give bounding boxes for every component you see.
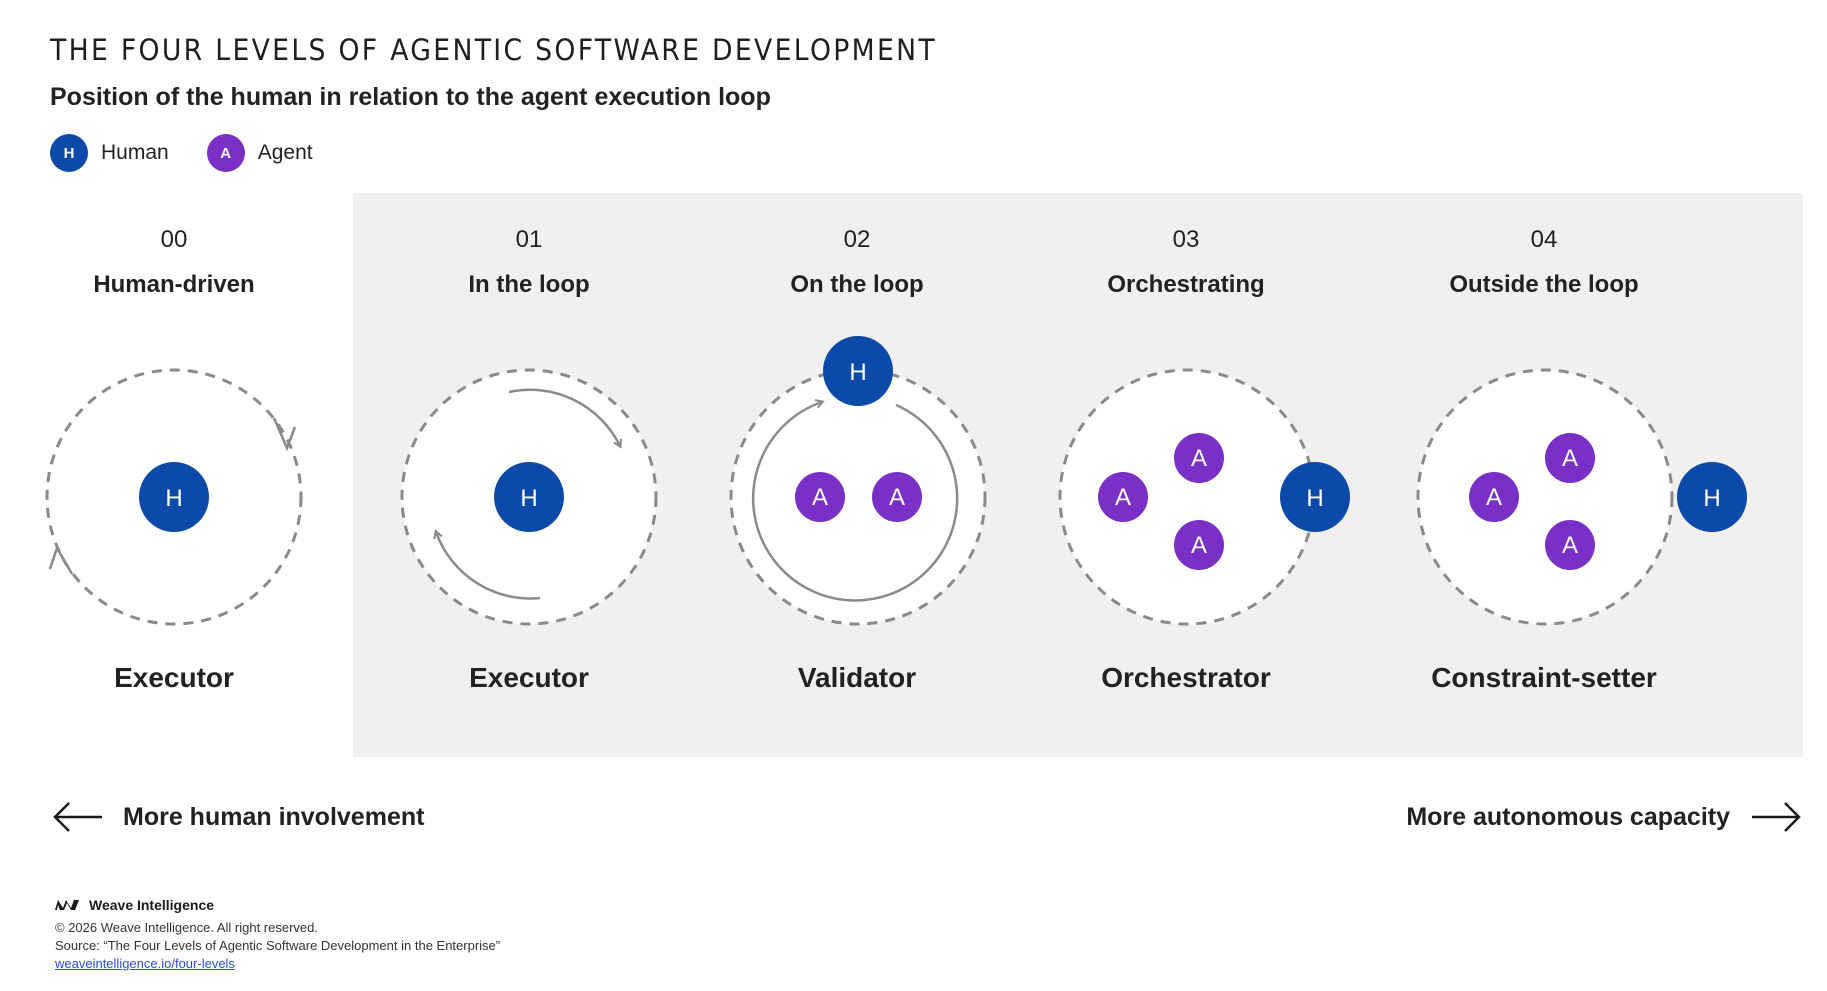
level-name: Human-driven [93, 271, 255, 298]
source-note: Source: “The Four Levels of Agentic Soft… [55, 938, 501, 953]
agent-node-label: A [1486, 484, 1502, 511]
footer: Weave Intelligence © 2026 Weave Intellig… [55, 897, 500, 973]
level-role: Executor [469, 662, 589, 693]
human-node [494, 462, 564, 532]
human-node [1677, 462, 1747, 532]
agent-node-label: A [1562, 445, 1578, 472]
brand: Weave Intelligence [55, 897, 500, 913]
axis-label-right: More autonomous capacity [1406, 803, 1730, 831]
agent-node-label: A [812, 484, 828, 511]
agent-node-label: A [1191, 532, 1207, 559]
level-name: Orchestrating [1107, 271, 1265, 298]
agent-node-label: A [1562, 532, 1578, 559]
agent-node-label: A [1115, 484, 1131, 511]
agent-node [1545, 520, 1595, 570]
level-role: Validator [797, 662, 917, 693]
human-node-label: H [849, 359, 866, 386]
human-badge-icon: H [50, 134, 88, 172]
agent-node [1174, 433, 1224, 483]
legend-label-human: Human [101, 141, 169, 164]
level-00-diagram: H [45, 368, 303, 626]
loop-arrow-icon [508, 388, 620, 446]
agent-node [1098, 472, 1148, 522]
legend-item-agent: A Agent [206, 134, 313, 172]
loop-circle [1416, 368, 1674, 626]
agent-node [872, 472, 922, 522]
copyright: © 2026 Weave Intelligence. All right res… [55, 920, 318, 935]
arrow-right-icon [1752, 802, 1801, 832]
agent-node [1469, 472, 1519, 522]
agent-badge-icon: A [206, 134, 245, 172]
loop-arrow-icon [48, 544, 74, 575]
agent-node [1545, 433, 1595, 483]
level-name: On the loop [790, 271, 924, 298]
human-node [139, 462, 209, 532]
human-node [823, 336, 893, 406]
human-node-label: H [1306, 485, 1323, 512]
level-02-diagram: A A H [729, 336, 987, 626]
level-number: 02 [843, 226, 871, 253]
level-number: 03 [1172, 226, 1200, 253]
execution-loop-arrow-icon [751, 402, 959, 602]
loop-arrow-icon [436, 532, 541, 600]
level-name: In the loop [468, 271, 590, 298]
level-04-diagram: A A A H [1416, 368, 1747, 626]
human-node-label: H [1703, 485, 1720, 512]
level-name: Outside the loop [1449, 271, 1639, 298]
level-role: Orchestrator [1101, 662, 1271, 693]
human-node [1280, 462, 1350, 532]
brand-logo-icon [55, 900, 79, 910]
loop-arrow-icon [272, 417, 297, 452]
level-number: 00 [160, 226, 188, 253]
loop-circle [729, 368, 987, 626]
legend-item-human: H Human [50, 134, 169, 172]
level-01-diagram: H [400, 368, 658, 626]
human-node-label: H [165, 485, 182, 512]
source-link[interactable]: weaveintelligence.io/four-levels [55, 956, 235, 971]
human-node-label: H [520, 485, 537, 512]
legend: H Human A Agent [50, 133, 351, 173]
level-role: Constraint-setter [1431, 662, 1657, 693]
axis-label-left: More human involvement [123, 803, 425, 831]
level-number: 01 [515, 226, 543, 253]
page-subtitle: Position of the human in relation to the… [50, 83, 771, 111]
agent-node-label: A [1191, 445, 1207, 472]
agent-node [795, 472, 845, 522]
arrow-left-icon [53, 802, 102, 832]
agent-node [1174, 520, 1224, 570]
level-role: Executor [114, 662, 234, 693]
page-title: THE FOUR LEVELS OF AGENTIC SOFTWARE DEVE… [50, 33, 937, 67]
agent-node-label: A [889, 484, 905, 511]
brand-name: Weave Intelligence [89, 897, 215, 913]
level-number: 04 [1530, 226, 1558, 253]
level-03-diagram: A A A H [1058, 368, 1350, 626]
legend-label-agent: Agent [257, 141, 313, 164]
